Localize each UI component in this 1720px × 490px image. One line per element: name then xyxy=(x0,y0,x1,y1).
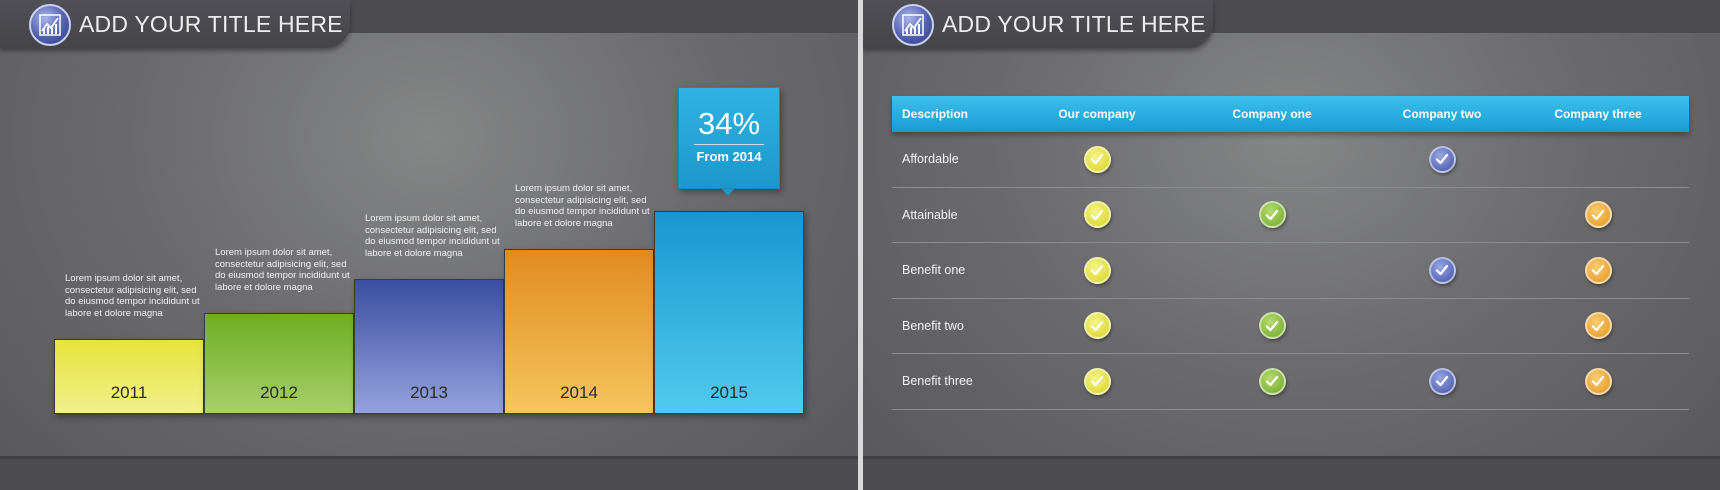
table-cell xyxy=(1377,132,1507,187)
callout-subtitle: From 2014 xyxy=(696,149,762,164)
check-icon xyxy=(1083,201,1111,229)
header-description: Description xyxy=(902,107,969,121)
header-our-company: Our company xyxy=(1058,107,1136,121)
table-cell xyxy=(1507,188,1689,243)
bar-year-label: 2015 xyxy=(710,383,748,402)
row-label: Benefit one xyxy=(902,263,966,278)
check-icon xyxy=(1258,201,1286,229)
table-cell xyxy=(1377,188,1507,243)
table-cell xyxy=(1027,243,1167,298)
slide-bar-chart: ADD YOUR TITLE HERE 2011 Lorem ipsum dolo… xyxy=(0,0,858,490)
bottom-bar xyxy=(863,456,1720,490)
table-cell xyxy=(1377,354,1507,409)
table-cell xyxy=(1507,243,1689,298)
check-icon xyxy=(1428,256,1456,284)
table-cell xyxy=(1377,299,1507,354)
chart-icon xyxy=(29,4,71,46)
bar-chart: 2011 Lorem ipsum dolor sit amet, consecte… xyxy=(0,0,858,490)
bar-description: Lorem ipsum dolor sit amet, consectetur … xyxy=(215,247,350,293)
row-label: Benefit two xyxy=(902,318,964,333)
table-cell xyxy=(1507,132,1689,187)
bottom-bar xyxy=(0,456,858,490)
check-icon xyxy=(1083,312,1111,340)
table-cell xyxy=(1167,132,1377,187)
row-label: Benefit three xyxy=(902,374,973,389)
table-header: Description Our company Company one Comp… xyxy=(892,96,1689,132)
bar-2015: 2015 xyxy=(654,211,804,414)
table-cell xyxy=(1377,243,1507,298)
check-icon xyxy=(1428,145,1456,173)
table-cell xyxy=(1167,188,1377,243)
bar-2012: 2012 xyxy=(204,313,354,414)
bar-year-label: 2012 xyxy=(260,383,298,402)
table-row: Benefit one xyxy=(892,243,1689,299)
table-row: Affordable xyxy=(892,132,1689,188)
table-cell xyxy=(1167,243,1377,298)
table-cell xyxy=(1507,299,1689,354)
header-company-two: Company two xyxy=(1402,107,1482,121)
bar-year-label: 2011 xyxy=(110,383,148,402)
header-company-three: Company three xyxy=(1554,107,1642,121)
table-cell xyxy=(1507,354,1689,409)
table-cell xyxy=(1027,299,1167,354)
growth-callout: 34% From 2014 xyxy=(678,87,780,189)
comparison-table: Description Our company Company one Comp… xyxy=(892,96,1689,410)
check-icon xyxy=(1258,367,1286,395)
check-icon xyxy=(1584,201,1612,229)
bar-year-label: 2013 xyxy=(410,383,448,402)
table-cell xyxy=(1027,188,1167,243)
callout-divider xyxy=(694,144,764,145)
bar-2011: 2011 xyxy=(54,339,204,414)
check-icon xyxy=(1083,367,1111,395)
callout-value: 34% xyxy=(697,106,761,141)
bar-description: Lorem ipsum dolor sit amet, consectetur … xyxy=(365,213,500,259)
chart-icon xyxy=(892,4,934,46)
bar-2014: 2014 xyxy=(504,249,654,414)
table-cell xyxy=(1027,132,1167,187)
check-icon xyxy=(1584,367,1612,395)
table-body: Affordable Attainable Benefit one Benefit t… xyxy=(892,132,1689,410)
check-icon xyxy=(1258,312,1286,340)
check-icon xyxy=(1428,367,1456,395)
table-cell xyxy=(1167,299,1377,354)
slide-title: ADD YOUR TITLE HERE xyxy=(942,11,1206,37)
bar-description: Lorem ipsum dolor sit amet, consectetur … xyxy=(65,273,200,319)
slide-title: ADD YOUR TITLE HERE xyxy=(79,11,343,37)
table-row: Benefit three xyxy=(892,354,1689,410)
table-cell xyxy=(1167,354,1377,409)
bar-2013: 2013 xyxy=(354,279,504,414)
header-company-one: Company one xyxy=(1232,107,1312,121)
title-tab: ADD YOUR TITLE HERE xyxy=(863,0,1213,48)
title-tab: ADD YOUR TITLE HERE xyxy=(0,0,350,48)
bar-description: Lorem ipsum dolor sit amet, consectetur … xyxy=(515,183,650,229)
row-label: Attainable xyxy=(902,207,958,222)
row-label: Affordable xyxy=(902,152,959,167)
table-cell xyxy=(1027,354,1167,409)
table-row: Benefit two xyxy=(892,299,1689,354)
check-icon xyxy=(1584,256,1612,284)
check-icon xyxy=(1083,145,1111,173)
check-icon xyxy=(1584,312,1612,340)
bar-year-label: 2014 xyxy=(560,383,598,402)
slide-comparison-table: ADD YOUR TITLE HERE Description Our comp… xyxy=(863,0,1720,490)
callout-pointer xyxy=(722,189,734,196)
check-icon xyxy=(1083,256,1111,284)
table-row: Attainable xyxy=(892,188,1689,243)
